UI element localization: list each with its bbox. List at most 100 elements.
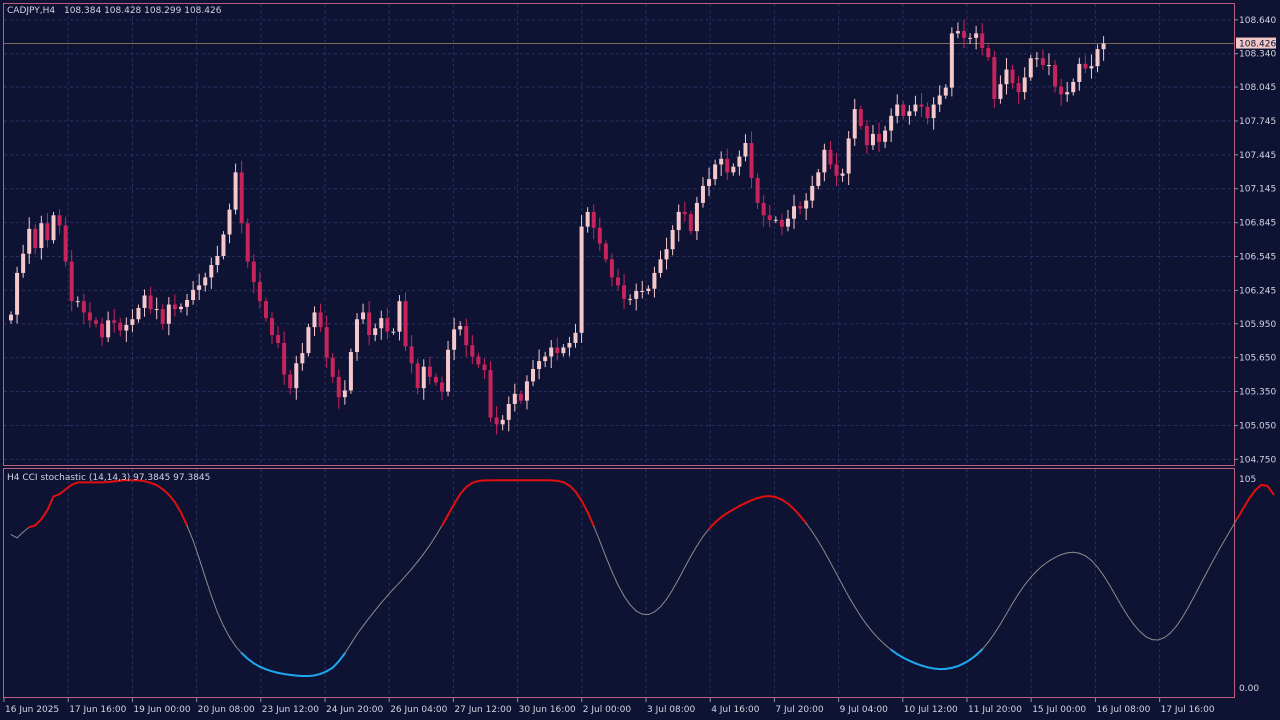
candle[interactable]	[743, 134, 748, 162]
candle[interactable]	[883, 125, 888, 148]
candle[interactable]	[537, 349, 542, 380]
candle[interactable]	[476, 353, 481, 368]
candle[interactable]	[1010, 64, 1015, 90]
candle[interactable]	[330, 352, 335, 383]
candle[interactable]	[767, 205, 772, 228]
candle[interactable]	[458, 321, 463, 336]
candle[interactable]	[1101, 36, 1106, 61]
candle[interactable]	[470, 335, 475, 364]
candle[interactable]	[622, 273, 627, 310]
candle[interactable]	[616, 268, 620, 291]
candle[interactable]	[925, 102, 930, 125]
candle[interactable]	[755, 173, 760, 209]
candle[interactable]	[312, 306, 317, 336]
candle[interactable]	[652, 266, 657, 298]
candle[interactable]	[106, 311, 111, 343]
candle[interactable]	[846, 131, 851, 186]
candle[interactable]	[342, 380, 347, 405]
candle[interactable]	[640, 280, 645, 299]
candle[interactable]	[998, 75, 1003, 104]
candle[interactable]	[968, 33, 973, 44]
candle[interactable]	[397, 295, 402, 341]
candle[interactable]	[524, 375, 529, 410]
candle[interactable]	[931, 97, 936, 130]
candle[interactable]	[518, 390, 523, 404]
candle[interactable]	[670, 225, 675, 256]
candle[interactable]	[148, 286, 153, 314]
candle[interactable]	[1095, 44, 1100, 73]
candle[interactable]	[980, 23, 985, 56]
candle[interactable]	[427, 356, 432, 385]
candle[interactable]	[634, 283, 639, 311]
candle[interactable]	[591, 204, 596, 240]
candle[interactable]	[725, 148, 730, 180]
candle[interactable]	[300, 342, 305, 371]
candle[interactable]	[306, 323, 311, 357]
candle[interactable]	[409, 334, 414, 374]
candle[interactable]	[1016, 75, 1021, 104]
candle[interactable]	[336, 369, 341, 409]
candle[interactable]	[21, 244, 26, 278]
candle[interactable]	[130, 309, 135, 333]
candle[interactable]	[852, 98, 857, 146]
candle[interactable]	[792, 194, 797, 229]
candle[interactable]	[373, 323, 378, 342]
candle[interactable]	[700, 177, 705, 208]
candle[interactable]	[1083, 55, 1088, 74]
candle[interactable]	[433, 373, 438, 386]
candle[interactable]	[682, 201, 687, 222]
candle[interactable]	[118, 317, 123, 337]
candle[interactable]	[658, 250, 663, 278]
cci-stochastic-series[interactable]	[10, 479, 1275, 678]
candle[interactable]	[779, 213, 784, 236]
candle[interactable]	[1059, 79, 1064, 106]
candle[interactable]	[294, 355, 299, 400]
candle[interactable]	[27, 217, 32, 264]
candle[interactable]	[39, 215, 44, 260]
candle[interactable]	[257, 271, 262, 309]
candle[interactable]	[1071, 78, 1076, 96]
candle[interactable]	[858, 105, 863, 130]
candle[interactable]	[816, 168, 821, 190]
candle[interactable]	[100, 317, 105, 347]
candle[interactable]	[579, 215, 584, 343]
candle[interactable]	[172, 294, 177, 317]
candle[interactable]	[245, 218, 250, 268]
candle[interactable]	[403, 292, 408, 352]
candle[interactable]	[197, 273, 202, 301]
candle[interactable]	[737, 150, 742, 176]
candle[interactable]	[955, 22, 960, 39]
candle[interactable]	[834, 152, 839, 186]
candle[interactable]	[263, 297, 268, 322]
candle[interactable]	[603, 240, 608, 263]
candle[interactable]	[446, 340, 451, 397]
candle[interactable]	[1028, 54, 1033, 81]
candle[interactable]	[488, 361, 493, 423]
candle[interactable]	[664, 237, 669, 270]
candle[interactable]	[919, 93, 924, 117]
candle[interactable]	[57, 209, 62, 235]
candle[interactable]	[907, 105, 912, 125]
candle[interactable]	[112, 308, 117, 333]
candle[interactable]	[191, 281, 196, 305]
candle[interactable]	[391, 328, 396, 336]
candle[interactable]	[276, 326, 281, 348]
candle[interactable]	[494, 406, 499, 435]
candle[interactable]	[609, 253, 614, 287]
candle[interactable]	[974, 25, 979, 50]
candle[interactable]	[221, 231, 226, 260]
candle[interactable]	[318, 303, 323, 332]
candle[interactable]	[707, 167, 712, 197]
candle[interactable]	[785, 209, 790, 232]
candle[interactable]	[178, 303, 183, 313]
candlestick-series[interactable]	[9, 19, 1106, 435]
candle[interactable]	[567, 336, 572, 357]
candle[interactable]	[512, 383, 517, 412]
candle[interactable]	[549, 340, 554, 369]
candle[interactable]	[543, 351, 548, 368]
candle[interactable]	[227, 203, 232, 244]
candle[interactable]	[63, 216, 68, 267]
candle[interactable]	[81, 293, 86, 324]
candle[interactable]	[87, 302, 92, 328]
